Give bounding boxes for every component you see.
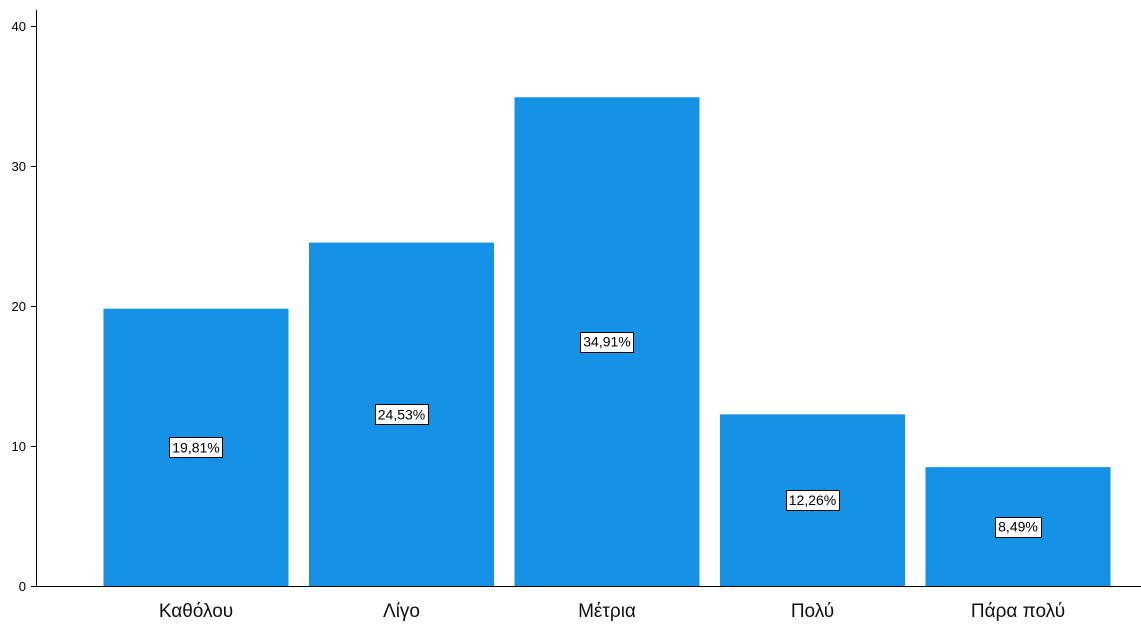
data-label-text: 19,81% [172, 439, 219, 455]
y-axis-ticks: 0 10 20 30 40 [12, 19, 36, 594]
data-label-text: 34,91% [583, 334, 630, 350]
data-label: 8,49% [995, 517, 1042, 538]
x-tick-label: Πολύ [791, 601, 834, 622]
data-label-text: 8,49% [998, 519, 1038, 535]
data-labels: 19,81% 24,53% 34,91% 12,26% 8,49% [169, 332, 1042, 538]
x-tick-label: Μέτρια [578, 601, 636, 622]
data-label-box [375, 404, 429, 425]
data-label-text: 24,53% [378, 406, 425, 422]
x-axis-ticks: Καθόλου Λίγο Μέτρια Πολύ Πάρα πολύ [159, 601, 1065, 622]
data-label-box [580, 332, 634, 353]
x-tick-label: Λίγο [383, 601, 420, 622]
data-label: 24,53% [375, 404, 429, 425]
y-tick-label: 10 [12, 439, 26, 454]
x-tick-label: Πάρα πολύ [971, 601, 1065, 622]
data-label-text: 12,26% [789, 492, 836, 508]
y-tick-label: 30 [12, 159, 26, 174]
x-tick-label: Καθόλου [159, 601, 233, 622]
y-tick-label: 40 [12, 19, 26, 34]
data-label-box [169, 437, 223, 458]
data-label: 19,81% [169, 437, 223, 458]
data-label: 34,91% [580, 332, 634, 353]
data-label-box [786, 490, 840, 511]
data-label: 12,26% [786, 490, 840, 511]
data-label-box [995, 517, 1042, 538]
y-tick-label: 0 [19, 579, 26, 594]
y-tick-label: 20 [12, 299, 26, 314]
